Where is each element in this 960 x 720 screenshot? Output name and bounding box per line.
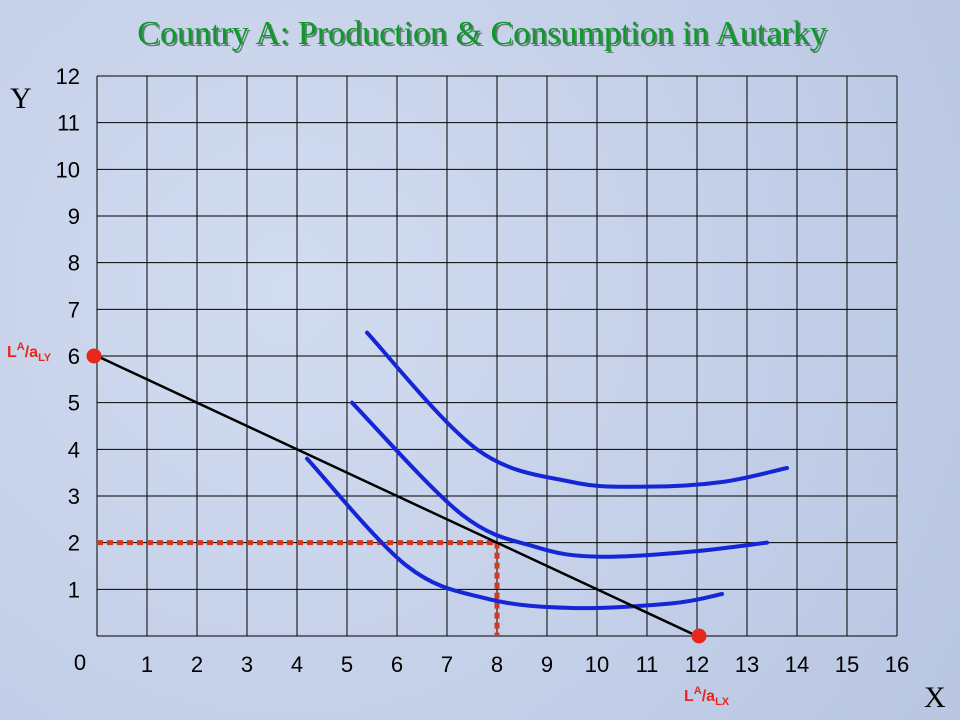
ppf-x-intercept-label: LA/aLX [684,685,730,708]
y-tick-label: 6 [68,344,80,369]
x-tick-label: 3 [241,652,253,677]
autarky-guides [97,540,500,636]
x-tick-label: 16 [885,652,909,677]
indifference-curves [305,330,789,611]
chart-title-shadow: Country A: Production & Consumption in A… [139,17,828,54]
y-tick-label: 2 [68,531,80,556]
x-tick-label: 14 [785,652,809,677]
y-tick-label: 1 [68,577,80,602]
y-tick-label: 8 [68,251,80,276]
y-axis-label: Y [10,82,32,115]
x-tick-label: 2 [191,652,203,677]
x-tick-label: 1 [141,652,153,677]
x-tick-label: 10 [585,652,609,677]
x-tick-label: 4 [291,652,303,677]
ppf-y-intercept-marker [86,348,102,364]
y-tick-label: 9 [68,204,80,229]
x-tick-label: 6 [391,652,403,677]
y-tick-label: 11 [57,111,80,136]
grid [96,75,898,637]
x-axis-label: X [924,681,946,714]
x-tick-label: 0 [74,650,86,675]
x-tick-label: 8 [491,652,503,677]
y-tick-label: 10 [56,157,80,182]
chart-title: Country A: Production & Consumption in A… [137,15,826,52]
ppf-line [96,354,698,638]
y-tick-label: 12 [56,64,80,89]
x-tick-label: 9 [541,652,553,677]
indifference-curve [365,330,789,489]
ppf-y-intercept-label: LA/aLY [7,341,52,364]
x-tick-label: 5 [341,652,353,677]
x-tick-label: 15 [835,652,859,677]
indifference-curve [305,456,724,611]
y-tick-label: 5 [68,391,80,416]
y-tick-label: 4 [68,437,80,462]
y-tick-label: 3 [68,484,80,509]
intercept-labels: LA/aLY LA/aLX [7,341,730,708]
x-tick-label: 11 [636,652,659,677]
y-tick-label: 7 [68,297,80,322]
ppf-x-intercept-marker [691,628,707,644]
x-tick-label: 12 [685,652,709,677]
x-tick-label: 7 [441,652,453,677]
production-possibility-frontier [86,348,707,644]
x-tick-label: 13 [735,652,759,677]
indifference-curve [350,400,769,559]
